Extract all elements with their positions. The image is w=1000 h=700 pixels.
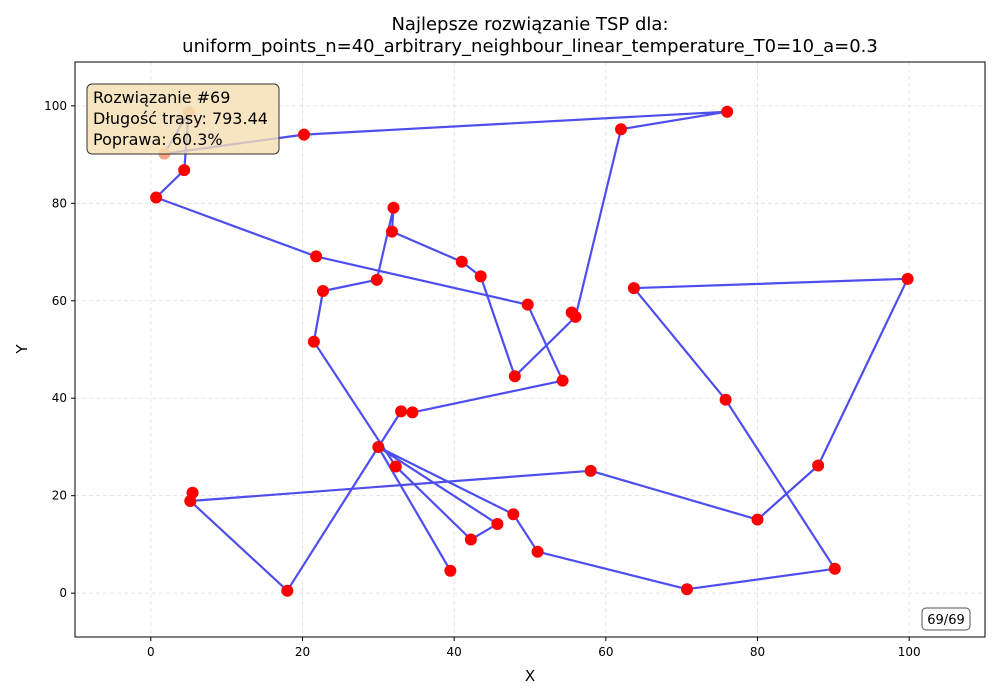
y-tick-label: 40 [52, 391, 67, 405]
city-point [721, 105, 734, 118]
plot-frame [74, 61, 986, 638]
city-point [556, 374, 569, 387]
city-point [828, 562, 841, 575]
info-box: Rozwiązanie #69 Długość trasy: 793.44 Po… [86, 83, 280, 155]
x-tick-label: 0 [147, 645, 155, 659]
city-point [719, 393, 732, 406]
city-point [389, 460, 402, 473]
city-point [751, 513, 764, 526]
city-point [281, 584, 294, 597]
city-point [307, 335, 320, 348]
x-tick-label: 100 [898, 645, 921, 659]
city-point [474, 270, 487, 283]
x-tick-label: 40 [447, 645, 462, 659]
city-point [310, 250, 323, 263]
city-point [901, 272, 914, 285]
city-point [395, 405, 408, 418]
info-box-background [86, 83, 280, 155]
y-axis-label: Y [13, 344, 31, 355]
city-point [370, 273, 383, 286]
counter-box: 69/69 [921, 607, 971, 631]
city-point [316, 285, 329, 298]
city-point [298, 128, 311, 141]
city-point [455, 255, 468, 268]
city-point [507, 508, 520, 521]
city-point [387, 201, 400, 214]
y-tick-label: 20 [52, 489, 67, 503]
y-tick-label: 100 [44, 99, 67, 113]
city-point [531, 545, 544, 558]
city-point [464, 533, 477, 546]
x-tick-label: 20 [295, 645, 310, 659]
info-route-length: Długość trasy: 793.44 [93, 109, 268, 128]
city-point [812, 459, 825, 472]
y-tick-label: 0 [59, 586, 67, 600]
city-point [680, 583, 693, 596]
y-tick-label: 80 [52, 196, 67, 210]
city-point [627, 282, 640, 295]
city-point [444, 564, 457, 577]
counter-box-background [921, 607, 971, 631]
city-point [150, 191, 163, 204]
city-point [184, 495, 197, 508]
city-point [385, 225, 398, 238]
city-point [569, 310, 582, 323]
city-point [491, 517, 504, 530]
counter-text: 69/69 [927, 613, 964, 628]
city-point [584, 464, 597, 477]
axis-ticks: 0 20 40 60 80 100 0 20 40 60 80 100 [44, 99, 921, 659]
city-point [521, 298, 534, 311]
grid [75, 62, 985, 637]
y-tick-label: 60 [52, 294, 67, 308]
info-improvement: Poprawa: 60.3% [93, 130, 223, 149]
x-tick-label: 80 [750, 645, 765, 659]
city-point [508, 370, 521, 383]
city-point [372, 440, 385, 453]
city-point [615, 123, 627, 136]
info-solution-number: Rozwiązanie #69 [93, 88, 230, 107]
city-point [178, 164, 191, 177]
x-tick-label: 60 [598, 645, 613, 659]
x-axis-label: X [525, 667, 535, 685]
city-point [406, 406, 419, 419]
chart-title-line1: Najlepsze rozwiązanie TSP dla: [391, 14, 668, 35]
chart-title-line2: uniform_points_n=40_arbitrary_neighbour_… [182, 36, 878, 57]
